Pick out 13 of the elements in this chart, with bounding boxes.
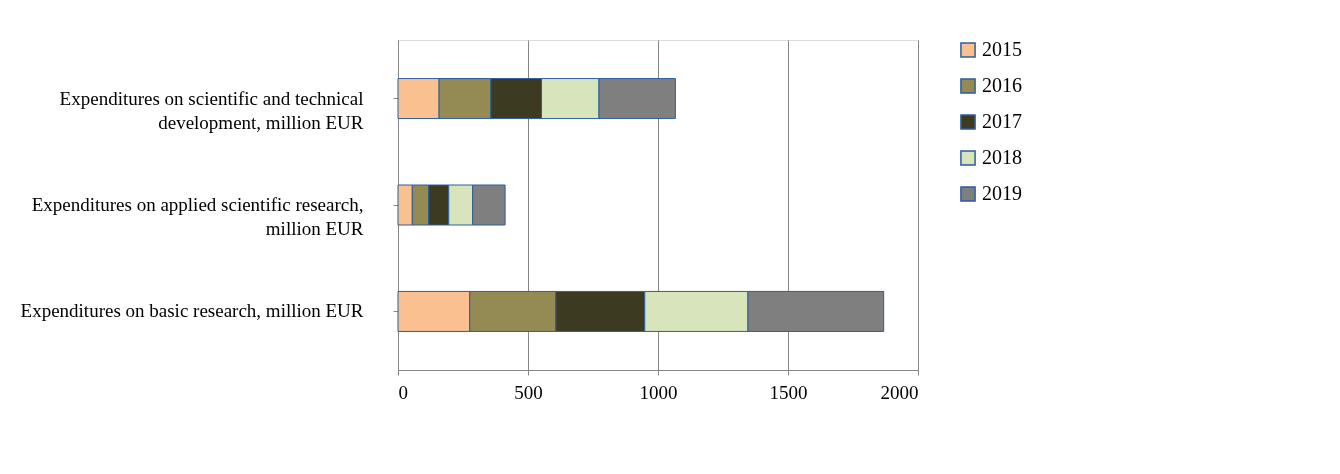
- x-tick-label: 1000: [639, 381, 678, 403]
- legend-label: 2018: [982, 146, 1022, 168]
- legend-label: 2017: [982, 110, 1022, 132]
- y-tick-label: Expenditures on basic research, million EUR: [20, 300, 364, 322]
- legend-label: 2015: [982, 38, 1022, 60]
- x-tick-label: 1500: [769, 381, 808, 403]
- y-tick-label: Expenditures on applied scientific research, million EUR: [31, 194, 364, 239]
- y-tick-label: Expenditures on scientific and technical development, million EUR: [59, 87, 364, 133]
- legend-label: 2016: [982, 74, 1022, 96]
- x-tick-label: 500: [514, 381, 543, 403]
- legend-label: 2019: [982, 182, 1022, 204]
- x-tick-label: 2000: [880, 381, 919, 403]
- x-tick-label: 0: [398, 381, 408, 403]
